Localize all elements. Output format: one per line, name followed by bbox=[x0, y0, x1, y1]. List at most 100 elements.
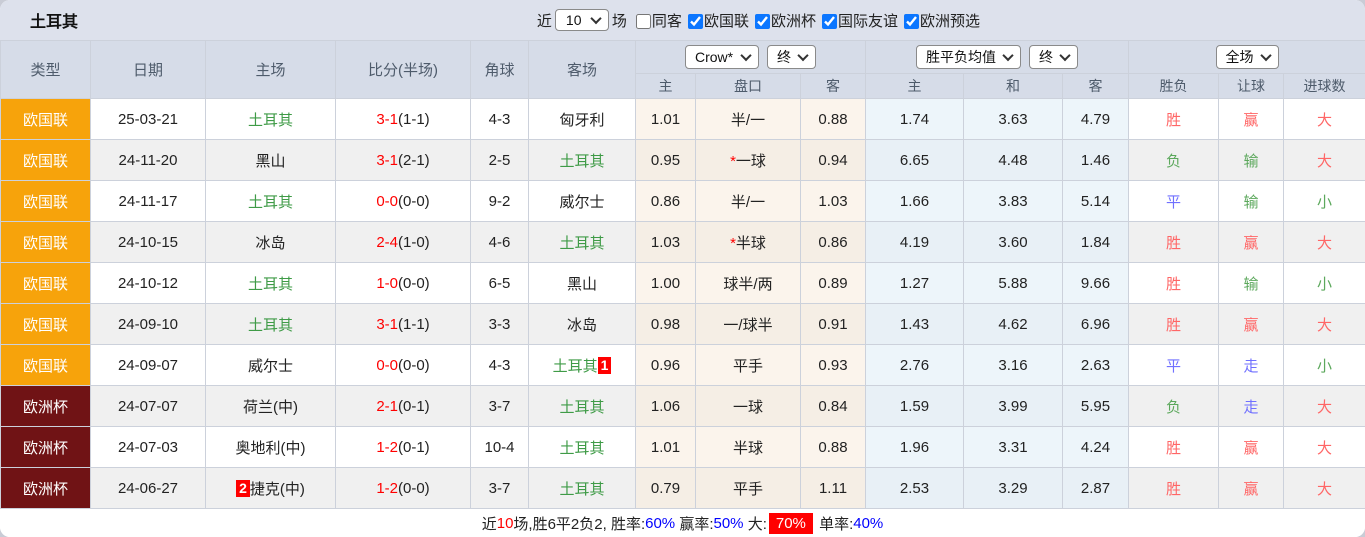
odds-state-select[interactable]: 终 bbox=[1029, 45, 1078, 69]
corners-cell: 2-5 bbox=[470, 139, 529, 181]
subheader-odds-draw: 和 bbox=[963, 73, 1063, 99]
competition-type-cell: 欧洲杯 bbox=[0, 426, 91, 468]
bookmaker-select-wrap: Crow* bbox=[685, 45, 759, 69]
handicap-line: 平手 bbox=[732, 480, 763, 498]
summary-segment: 场,胜6平2负2, 胜率: bbox=[513, 516, 646, 533]
home-team-name: 土耳其 bbox=[247, 316, 293, 334]
corners-cell: 9-2 bbox=[470, 180, 529, 222]
goals-result-cell: 小 bbox=[1283, 262, 1365, 304]
filter-checkbox-欧国联[interactable] bbox=[687, 14, 703, 30]
handicap-away-odds-cell: 0.88 bbox=[800, 426, 866, 468]
handicap-line: 平手 bbox=[732, 357, 763, 375]
odds-away-cell: 1.46 bbox=[1061, 139, 1130, 181]
fulltime-score: 0-0 bbox=[376, 356, 398, 374]
table-row: 欧国联 24-10-15 冰岛 2-4(1-0) 4-6 土耳其 1.03 *半球 0.86 4.… bbox=[0, 221, 1365, 263]
scope-dropdown-group: 全场 bbox=[1128, 40, 1365, 74]
handicap-line: 半球 bbox=[732, 439, 763, 457]
away-team-name: 土耳其 bbox=[559, 480, 605, 498]
competition-type-cell: 欧国联 bbox=[0, 98, 91, 140]
summary-segment: 40% bbox=[853, 515, 884, 532]
filter-checkbox-国际友谊[interactable] bbox=[821, 14, 837, 30]
home-team-name: 奥地利(中) bbox=[235, 439, 306, 457]
handicap-line-cell: 一/球半 bbox=[695, 303, 801, 345]
odds-away-cell: 5.95 bbox=[1061, 385, 1130, 427]
filter-checkbox-same-away[interactable] bbox=[635, 14, 651, 30]
result-cell: 胜 bbox=[1128, 467, 1220, 509]
handicap-line-cell: 球半/两 bbox=[695, 262, 801, 304]
scope-select-wrap: 全场 bbox=[1215, 45, 1279, 69]
handicap-line: 一球 bbox=[735, 152, 766, 170]
filter-checkbox-欧洲预选[interactable] bbox=[903, 14, 919, 30]
handicap-state-select[interactable]: 终 bbox=[767, 45, 816, 69]
away-team-name: 土耳其 bbox=[559, 234, 605, 252]
corners-cell: 3-7 bbox=[470, 385, 529, 427]
score-cell: 1-2(0-0) bbox=[335, 467, 471, 509]
result-cell: 平 bbox=[1128, 344, 1220, 386]
date-cell: 24-09-10 bbox=[90, 303, 206, 345]
odds-home-cell: 1.66 bbox=[865, 180, 964, 222]
away-team-cell: 土耳其 bbox=[528, 426, 636, 468]
odds-away-cell: 6.96 bbox=[1061, 303, 1130, 345]
home-team-name: 黑山 bbox=[255, 152, 286, 170]
summary-segment: 60% bbox=[645, 515, 676, 532]
away-team-cell: 土耳其 bbox=[528, 221, 636, 263]
fulltime-score: 3-1 bbox=[376, 315, 398, 333]
handicap-home-odds-cell: 1.01 bbox=[635, 98, 696, 140]
header-home: 主场 bbox=[205, 40, 336, 99]
topbar-controls: 近 10 场 同客 欧国联 欧洲杯 国际友谊 欧洲预选 bbox=[537, 9, 980, 31]
date-cell: 24-10-12 bbox=[90, 262, 206, 304]
subheader-handicap-line: 盘口 bbox=[695, 73, 801, 99]
result-cell: 胜 bbox=[1128, 221, 1220, 263]
filter-label: 欧洲杯 bbox=[770, 12, 816, 30]
handicap-away-odds-cell: 1.03 bbox=[800, 180, 866, 222]
result-cell: 胜 bbox=[1128, 303, 1220, 345]
handicap-line-cell: 一球 bbox=[695, 385, 801, 427]
date-cell: 24-10-15 bbox=[90, 221, 206, 263]
goals-result-cell: 大 bbox=[1283, 139, 1365, 181]
handicap-away-odds-cell: 0.93 bbox=[800, 344, 866, 386]
halftime-score: (0-1) bbox=[398, 438, 430, 456]
goals-result-cell: 大 bbox=[1283, 303, 1365, 345]
home-team-cell: 荷兰(中) bbox=[205, 385, 336, 427]
recent-count-select[interactable]: 10 bbox=[554, 9, 609, 31]
handicap-result-cell: 输 bbox=[1218, 180, 1285, 222]
filter-label: 同客 bbox=[651, 12, 682, 30]
handicap-away-odds-cell: 0.84 bbox=[800, 385, 866, 427]
filter-checkbox-欧洲杯[interactable] bbox=[754, 14, 770, 30]
bookmaker-select[interactable]: Crow* bbox=[685, 45, 759, 69]
fulltime-score: 3-1 bbox=[376, 151, 398, 169]
away-team-name: 匈牙利 bbox=[559, 111, 605, 129]
fulltime-score: 1-2 bbox=[376, 438, 398, 456]
table-row: 欧国联 24-09-07 威尔士 0-0(0-0) 4-3 土耳其 1 0.96 平手 0.93 2… bbox=[0, 344, 1365, 386]
odds-away-cell: 2.63 bbox=[1061, 344, 1130, 386]
summary-segment: 70% bbox=[768, 513, 813, 534]
score-cell: 2-4(1-0) bbox=[335, 221, 471, 263]
filter-checkboxes: 同客 欧国联 欧洲杯 国际友谊 欧洲预选 bbox=[630, 10, 980, 31]
home-team-cell: 冰岛 bbox=[205, 221, 336, 263]
odds-home-cell: 1.59 bbox=[865, 385, 964, 427]
changed-line-star: * bbox=[730, 234, 736, 252]
halftime-score: (1-0) bbox=[398, 233, 430, 251]
scope-select[interactable]: 全场 bbox=[1215, 45, 1279, 69]
handicap-home-odds-cell: 1.01 bbox=[635, 426, 696, 468]
odds-home-cell: 1.27 bbox=[865, 262, 964, 304]
summary-segment: 近 bbox=[481, 516, 497, 533]
table-header: 类型 日期 主场 比分(半场) 角球 客场 Crow* 终 胜平负均值 终 bbox=[0, 40, 1365, 99]
odds-type-select-wrap: 胜平负均值 bbox=[916, 45, 1021, 69]
handicap-state-select-wrap: 终 bbox=[767, 45, 816, 69]
odds-home-cell: 1.43 bbox=[865, 303, 964, 345]
home-team-name: 土耳其 bbox=[247, 111, 293, 129]
odds-draw-cell: 3.31 bbox=[963, 426, 1063, 468]
handicap-line: 半球 bbox=[735, 234, 766, 252]
odds-type-select[interactable]: 胜平负均值 bbox=[916, 45, 1021, 69]
halftime-score: (1-1) bbox=[398, 315, 430, 333]
result-cell: 胜 bbox=[1128, 426, 1220, 468]
score-cell: 3-1(2-1) bbox=[335, 139, 471, 181]
corners-cell: 3-7 bbox=[470, 467, 529, 509]
recent-label: 近 bbox=[536, 12, 552, 30]
halftime-score: (0-1) bbox=[398, 397, 430, 415]
home-team-name: 威尔士 bbox=[247, 357, 293, 375]
away-team-name: 土耳其 bbox=[559, 398, 605, 416]
handicap-away-odds-cell: 0.94 bbox=[800, 139, 866, 181]
subheader-odds-home: 主 bbox=[865, 73, 964, 99]
